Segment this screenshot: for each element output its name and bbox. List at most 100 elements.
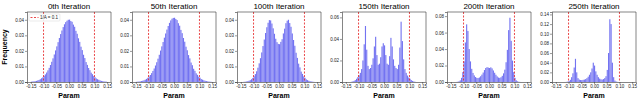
histogram-bar — [65, 22, 66, 82]
histogram-bar — [246, 81, 247, 82]
plot-background — [447, 12, 531, 82]
histogram-bar — [194, 71, 195, 82]
panel-title: 0th Iteration — [48, 2, 90, 11]
histogram-bar — [451, 82, 452, 83]
y-tick: 0.04 — [120, 18, 132, 23]
x-tick-label: -0.05 — [157, 84, 168, 89]
histogram-bar — [511, 41, 512, 82]
x-tick-label: 0.15 — [628, 84, 637, 89]
y-tick: 0.04 — [540, 61, 552, 66]
y-tick-mark — [25, 35, 27, 36]
x-tick: 0.10 — [511, 82, 520, 89]
x-tick-label: -0.05 — [367, 84, 378, 89]
histogram-bar — [292, 33, 293, 82]
histogram-bar — [376, 55, 377, 82]
histogram-bar — [503, 73, 504, 82]
x-tick: -0.15 — [236, 82, 247, 89]
histogram-bar — [381, 46, 382, 82]
histogram-bar — [185, 47, 186, 82]
histogram-bar — [499, 78, 500, 82]
histogram-bar — [586, 78, 587, 82]
histogram-bar — [387, 64, 388, 82]
x-tick: 0.00 — [380, 82, 389, 89]
histogram-bar — [189, 58, 190, 82]
y-axis-line — [445, 13, 448, 83]
histogram-bar — [138, 81, 139, 82]
histogram-bar — [287, 21, 288, 82]
histogram-bar — [262, 46, 263, 82]
histogram-bar — [401, 22, 402, 82]
histogram-bar — [174, 18, 175, 82]
x-tick: -0.10 — [249, 82, 260, 89]
x-tick-label: -0.10 — [144, 84, 155, 89]
histogram-bar — [151, 73, 152, 82]
y-tick-label: 0.04 — [15, 18, 24, 23]
y-tick-label: 0.03 — [225, 33, 234, 38]
histogram-bar — [475, 77, 476, 82]
y-tick-mark — [340, 82, 342, 83]
histogram-bar — [618, 81, 619, 82]
plot-area — [243, 12, 314, 82]
y-tick-mark — [550, 14, 552, 15]
x-tick-label: -0.05 — [577, 84, 588, 89]
panel-title: 150th Iteration — [358, 2, 409, 11]
histogram-bar — [575, 59, 576, 82]
reference-line — [94, 12, 95, 82]
histogram-bar — [100, 80, 101, 82]
histogram-bar — [177, 20, 178, 82]
y-tick-mark — [25, 82, 27, 83]
histogram-bar — [289, 23, 290, 82]
x-tick: -0.05 — [262, 82, 273, 89]
histogram-bar — [197, 75, 198, 82]
histogram-bar — [141, 81, 142, 82]
x-tick-label: -0.15 — [446, 84, 457, 89]
histogram-bar — [513, 72, 514, 82]
histogram-bar — [97, 79, 98, 82]
histogram-bar — [32, 81, 33, 82]
histogram-bar — [159, 55, 160, 82]
x-tick-label: -0.05 — [262, 84, 273, 89]
histogram-bar — [509, 18, 510, 82]
y-axis-line — [340, 13, 343, 83]
histogram-bar — [500, 77, 501, 82]
histogram-bar — [192, 65, 193, 82]
reference-line — [514, 12, 515, 82]
histogram-bar — [407, 76, 408, 82]
histogram-bar — [370, 68, 371, 82]
histogram-bar — [49, 68, 50, 82]
histogram-bar — [290, 27, 291, 82]
y-tick-mark — [235, 20, 237, 21]
x-tick-label: 0.00 — [65, 84, 74, 89]
histogram-bar — [152, 71, 153, 82]
x-tick-label: -0.10 — [249, 84, 260, 89]
y-tick-mark — [25, 20, 27, 21]
histogram-bar — [558, 82, 559, 83]
histogram-bar — [356, 79, 357, 82]
histogram-bar — [572, 73, 573, 82]
y-tick: 0.04 — [435, 47, 447, 52]
y-tick-mark — [550, 24, 552, 25]
histogram-bar — [201, 79, 202, 82]
y-tick-mark — [550, 72, 552, 73]
histogram-bar — [72, 22, 73, 82]
legend-box — [29, 14, 60, 21]
histogram-bar — [522, 82, 523, 83]
x-tick-label: -0.05 — [472, 84, 483, 89]
histogram-bar — [242, 82, 243, 83]
histogram-bar — [628, 82, 629, 83]
y-tick: 0.10 — [540, 32, 552, 37]
histogram-bar — [352, 81, 353, 82]
histogram-bar — [565, 81, 566, 82]
histogram-bar — [625, 82, 626, 83]
histogram-bar — [245, 81, 246, 82]
reference-line — [358, 12, 359, 82]
y-tick-label: 0.01 — [225, 64, 234, 69]
x-tick: 0.10 — [406, 82, 415, 89]
histogram-bar — [616, 81, 617, 82]
y-tick: 0.06 — [330, 15, 342, 20]
histogram-bar — [403, 59, 404, 82]
y-tick: 0.08 — [435, 14, 447, 19]
y-axis: 0.000.020.040.060.08 — [435, 13, 447, 85]
panel-title: 100th Iteration — [253, 2, 304, 11]
histogram-bar — [626, 82, 627, 83]
